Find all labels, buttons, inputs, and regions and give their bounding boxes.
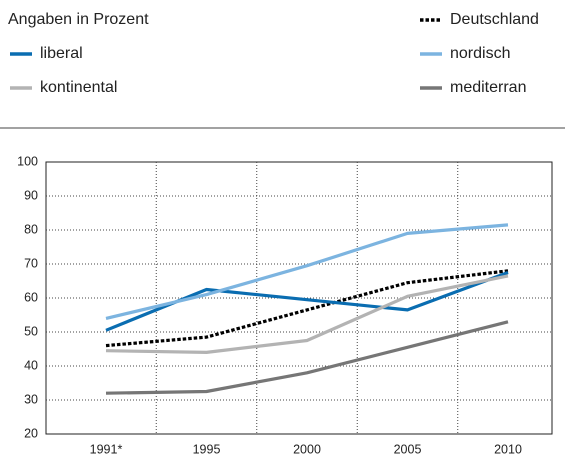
data-line [105,271,509,332]
legend-label: Deutschland [450,11,539,28]
x-tick-label: 1991* [90,442,123,456]
y-tick-label: 100 [17,154,38,168]
legend-label: nordisch [450,45,510,62]
y-tick-label: 80 [24,222,38,236]
y-tick-label: 20 [24,426,38,440]
chart-subtitle: Angaben in Prozent [8,11,149,28]
data-line [105,269,509,348]
y-tick-label: 30 [24,392,38,406]
y-tick-label: 60 [24,290,38,304]
x-tick-label: 2000 [293,442,321,456]
legend-label: kontinental [40,79,117,96]
x-tick-label: 2010 [494,442,522,456]
y-tick-label: 40 [24,358,38,372]
data-line [105,223,509,320]
y-tick-label: 90 [24,188,38,202]
x-tick-label: 1995 [193,442,221,456]
data-line [105,274,509,354]
y-tick-label: 70 [24,256,38,270]
x-tick-label: 2005 [394,442,422,456]
data-line [105,320,509,395]
legend-label: mediterran [450,79,526,96]
legend-label: liberal [40,45,83,62]
y-tick-label: 50 [24,324,38,338]
